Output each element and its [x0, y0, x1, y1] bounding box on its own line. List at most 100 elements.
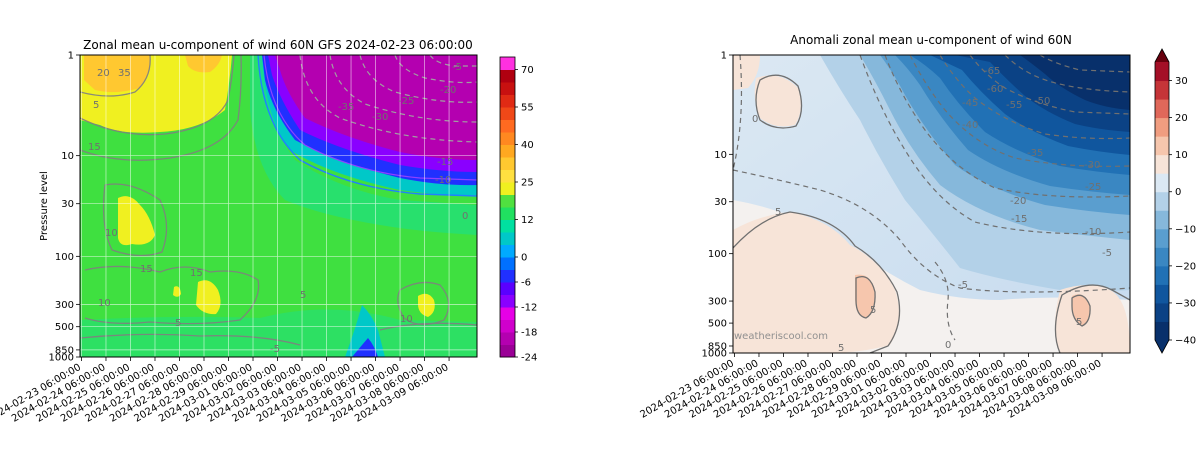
colorbar-tick-label: -12	[521, 303, 537, 314]
left-contour-label-14: 10	[105, 228, 118, 239]
right-contour-label-13: -5	[1102, 248, 1112, 259]
colorbar-extend-min	[1155, 340, 1169, 353]
left-chart: Zonal mean u-component of wind 60N GFS 2…	[0, 38, 537, 425]
left-zero-line	[257, 55, 477, 197]
colorbar-tick-label: 12	[521, 215, 534, 226]
right-dashed-4	[884, 55, 1130, 198]
colorbar-swatch	[500, 57, 515, 70]
left-contour-3	[80, 55, 242, 161]
colorbar-swatch	[1155, 117, 1169, 137]
colorbar-swatch	[500, 257, 515, 270]
left-contour-5	[84, 265, 260, 325]
right-dashed-contours	[733, 55, 1130, 341]
right-dashed-8	[1004, 55, 1130, 93]
colorbar-swatch	[500, 219, 515, 233]
left-dashed-2	[329, 55, 477, 123]
y-tick-label: 1000	[49, 353, 74, 364]
left-contour-label-9: -5	[452, 62, 462, 73]
y-tick-label: 850	[708, 341, 727, 352]
colorbar-tick-label: 0	[521, 253, 527, 264]
right-contour-label-9: -25	[1085, 182, 1101, 193]
left-field-cyan-column	[345, 305, 385, 357]
right-contour-label-17: 5	[1076, 317, 1082, 328]
left-contour-label-2: 35	[118, 68, 131, 79]
right-contour-4	[855, 275, 876, 319]
left-chart-title: Zonal mean u-component of wind 60N GFS 2…	[83, 38, 473, 52]
y-tick-label: 500	[708, 319, 727, 330]
colorbar-swatch	[500, 144, 515, 158]
colorbar-tick-label: 30	[1175, 76, 1188, 87]
left-colorbar	[500, 57, 515, 358]
left-dashed-1	[299, 55, 477, 143]
colorbar-swatch	[500, 232, 515, 245]
colorbar-swatch	[1155, 284, 1169, 304]
colorbar-swatch	[1155, 247, 1169, 267]
left-contours	[80, 55, 477, 346]
left-contour-label-12: -5	[270, 344, 280, 355]
left-colorbar-frame	[499, 56, 516, 358]
y-tick-label: 100	[708, 249, 727, 260]
y-tick-label: 1	[68, 51, 74, 62]
right-field-warm-topleft	[733, 55, 760, 90]
left-contour-labels: 20 35 -35 -30 -25 -20 -15 -10 -5 0 5 -5 …	[88, 62, 468, 355]
left-contour-label-18: 15	[190, 268, 203, 279]
left-y-axis-label: Pressure level	[39, 171, 50, 241]
right-contour-label-15: 5	[775, 207, 781, 218]
right-dashed-1	[733, 55, 743, 171]
left-contour-label-16: 10	[98, 298, 111, 309]
colorbar-swatch	[500, 244, 515, 258]
right-axes-frame	[732, 54, 1131, 354]
left-contour-6	[80, 333, 301, 346]
left-contour-label-8: -10	[435, 175, 451, 186]
left-field-yellow-blob-4	[173, 286, 181, 297]
right-contour-label-6: -40	[962, 120, 978, 131]
left-field-blue-spot	[352, 338, 378, 357]
right-dashed-7	[969, 55, 1130, 115]
right-contour-label-4: -50	[1034, 96, 1050, 107]
y-tick-label: 30	[61, 199, 74, 210]
right-field-warm-top	[754, 75, 801, 127]
colorbar-swatch	[1155, 265, 1169, 285]
left-contour-label-20: 5	[300, 290, 306, 301]
right-chart-title: Anomali zonal mean u-component of wind 6…	[790, 33, 1072, 47]
colorbar-swatch	[1155, 210, 1169, 230]
colorbar-swatch	[500, 157, 515, 170]
right-dashed-3	[859, 55, 1130, 235]
y-tick-label: 10	[61, 151, 74, 162]
y-tick-label: 850	[55, 345, 74, 356]
left-dashed-contours	[299, 55, 477, 143]
left-contour-label-3: -35	[338, 102, 354, 113]
right-dashed-10	[934, 261, 956, 341]
y-tick-label: 1	[721, 51, 727, 62]
colorbar-swatch	[500, 132, 515, 145]
colorbar-tick-label: -6	[521, 278, 531, 289]
y-tick-label: 500	[55, 322, 74, 333]
colorbar-swatch	[1155, 173, 1169, 193]
y-tick-label: 300	[55, 300, 74, 311]
colorbar-swatch	[500, 69, 515, 83]
colorbar-swatch	[1155, 191, 1169, 211]
right-contour-label-18: -5	[958, 280, 968, 291]
left-field-teal-band	[250, 55, 477, 235]
left-colorbar-ticks: 70 55 40 25 12 0 -6 -12 -18 -24	[515, 65, 537, 364]
right-contour-label-7: -35	[1027, 148, 1043, 159]
colorbar-tick-label: 40	[521, 140, 534, 151]
right-colorbar	[1154, 48, 1170, 354]
left-field	[80, 55, 477, 357]
right-contours	[733, 74, 1130, 353]
colorbar-swatch	[500, 169, 515, 183]
left-contour-label-17: 5	[175, 318, 181, 329]
left-dashed-4	[394, 55, 477, 84]
right-contour-label-10: -20	[1010, 196, 1026, 207]
left-minus5-line	[263, 55, 477, 181]
left-contour-label-4: -30	[372, 112, 388, 123]
colorbar-swatch	[1155, 321, 1169, 341]
right-contour-3	[1054, 284, 1130, 353]
right-contour-label-16: 5	[870, 305, 876, 316]
colorbar-tick-label: -24	[521, 353, 537, 364]
colorbar-swatch	[500, 319, 515, 333]
colorbar-tick-label: −20	[1175, 261, 1196, 272]
colorbar-swatch	[1155, 136, 1169, 156]
colorbar-swatch	[500, 307, 515, 320]
